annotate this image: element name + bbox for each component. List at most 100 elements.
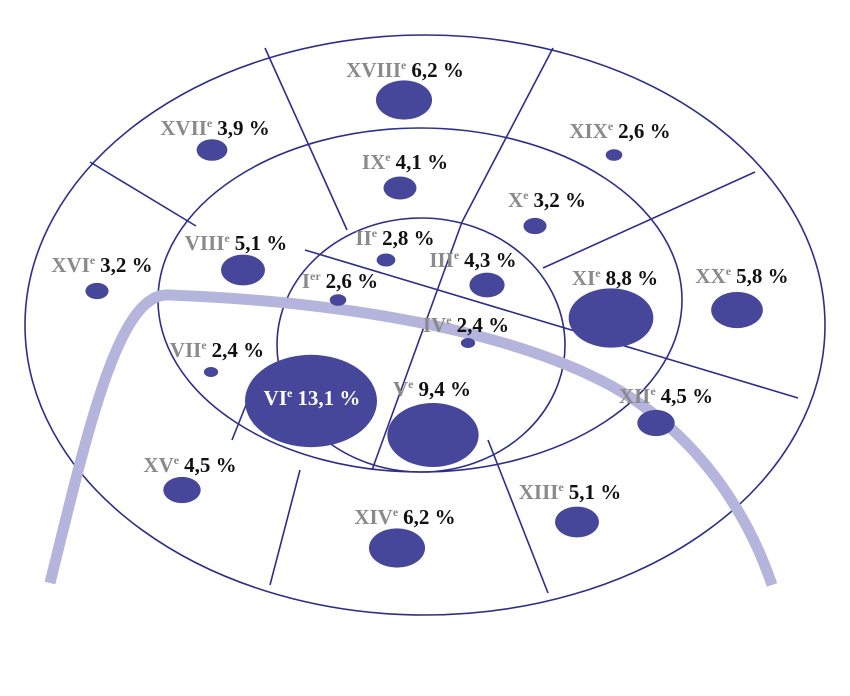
boundary [89,161,197,227]
ordinal-suffix: e [201,338,207,352]
label: XIIe 4,5 % [619,384,713,408]
district-name: II [355,226,371,250]
label: IVe 2,4 % [423,313,509,337]
ordinal-suffix: e [393,505,399,519]
value-label: 5,1 % [235,231,288,255]
label: VIIe 2,4 % [170,338,264,362]
value-label: 4,3 % [464,248,517,272]
district-name: XV [143,453,173,477]
value-label: 6,2 % [411,58,464,82]
value-label: 4,1 % [396,150,449,174]
bubble [383,176,417,200]
district-name: XVI [51,253,90,277]
value-label: 2,8 % [382,226,435,250]
bubble [375,80,433,120]
district-name: XII [619,384,651,408]
value-label: 5,1 % [569,480,622,504]
boundary [304,249,799,399]
district-name: I [302,269,310,293]
outer-ring [24,34,826,616]
label: XIVe 6,2 % [354,505,455,529]
ordinal-suffix: e [558,480,564,494]
label: XIe 8,8 % [572,266,658,290]
value-label: 2,6 % [326,269,379,293]
district-name: IV [423,313,446,337]
ordinal-suffix: e [401,58,407,72]
boundary [461,47,554,223]
value-label: 4,5 % [184,453,237,477]
boundary [269,469,301,586]
bubble [196,139,228,161]
ordinal-suffix: e [287,386,293,400]
ordinal-suffix: e [408,377,414,391]
bubble [523,217,547,235]
bubble [376,253,396,267]
ordinal-suffix: e [595,266,601,280]
value-label: 5,8 % [736,264,789,288]
boundary [542,171,756,269]
bubble [368,528,426,568]
bubble [605,149,623,161]
bubble [555,506,599,538]
value-label: 9,4 % [419,377,472,401]
bubble [329,294,347,306]
bubble [387,403,479,467]
bubble [85,282,109,300]
boundary [264,47,348,231]
ordinal-suffix: er [310,269,321,283]
district-name: XX [695,264,725,288]
district-name: VIII [185,231,225,255]
ordinal-suffix: e [207,116,213,130]
ordinal-suffix: e [372,226,378,240]
value-label: 3,2 % [534,188,587,212]
label: VIe 13,1 % [264,386,361,410]
district-name: IX [362,150,385,174]
district-name: V [393,377,408,401]
value-label: 13,1 % [297,386,360,410]
ordinal-suffix: e [446,313,452,327]
district-name: XIX [569,119,608,143]
label: XVIIIe 6,2 % [346,58,464,82]
bubble [568,288,654,348]
bubbles [85,80,763,568]
district-name: XIV [354,505,393,529]
label: XIIIe 5,1 % [519,480,622,504]
bubble [637,409,675,437]
value-label: 4,5 % [661,384,714,408]
bubble [203,366,219,378]
label: VIIIe 5,1 % [185,231,288,255]
bubble [469,272,505,298]
label: IIIe 4,3 % [429,248,516,272]
value-label: 3,2 % [100,253,153,277]
district-name: VII [170,338,202,362]
ordinal-suffix: e [454,248,460,262]
district-name: XVIII [346,58,401,82]
label: XVIe 3,2 % [51,253,152,277]
inner-ring [276,217,566,473]
ordinal-suffix: e [650,384,656,398]
bubble [221,254,265,286]
outline [24,34,826,616]
label: XIXe 2,6 % [569,119,670,143]
value-label: 6,2 % [403,505,456,529]
district-name: VI [264,386,287,410]
ordinal-suffix: e [726,264,732,278]
boundary [487,439,549,594]
district-name: X [508,188,523,212]
ordinal-suffix: e [385,150,391,164]
ordinal-suffix: e [90,253,96,267]
bubble [245,354,377,448]
label: XVIIe 3,9 % [160,116,270,140]
district-name: III [429,248,454,272]
value-label: 8,8 % [606,266,659,290]
bubble [460,337,476,349]
value-label: 2,4 % [212,338,265,362]
district-name: XIII [519,480,559,504]
river [44,289,778,587]
value-label: 2,4 % [457,313,510,337]
ordinal-suffix: e [608,119,614,133]
district-name: XVII [160,116,207,140]
bubble [163,476,201,504]
ordinal-suffix: e [523,188,529,202]
